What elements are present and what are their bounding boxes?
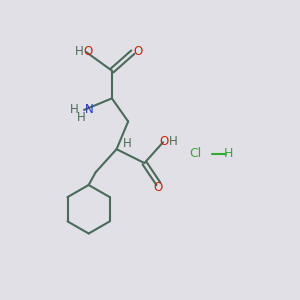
Text: O: O	[133, 44, 142, 58]
Text: H: H	[224, 147, 233, 160]
Text: H: H	[168, 135, 177, 148]
Text: H: H	[77, 111, 85, 124]
Text: H: H	[123, 137, 131, 150]
Text: N: N	[85, 103, 94, 116]
Text: Cl: Cl	[190, 147, 202, 160]
Text: O: O	[84, 44, 93, 58]
Text: O: O	[154, 182, 163, 194]
Text: O: O	[160, 135, 169, 148]
Text: H: H	[74, 44, 83, 58]
Text: H: H	[70, 103, 79, 116]
